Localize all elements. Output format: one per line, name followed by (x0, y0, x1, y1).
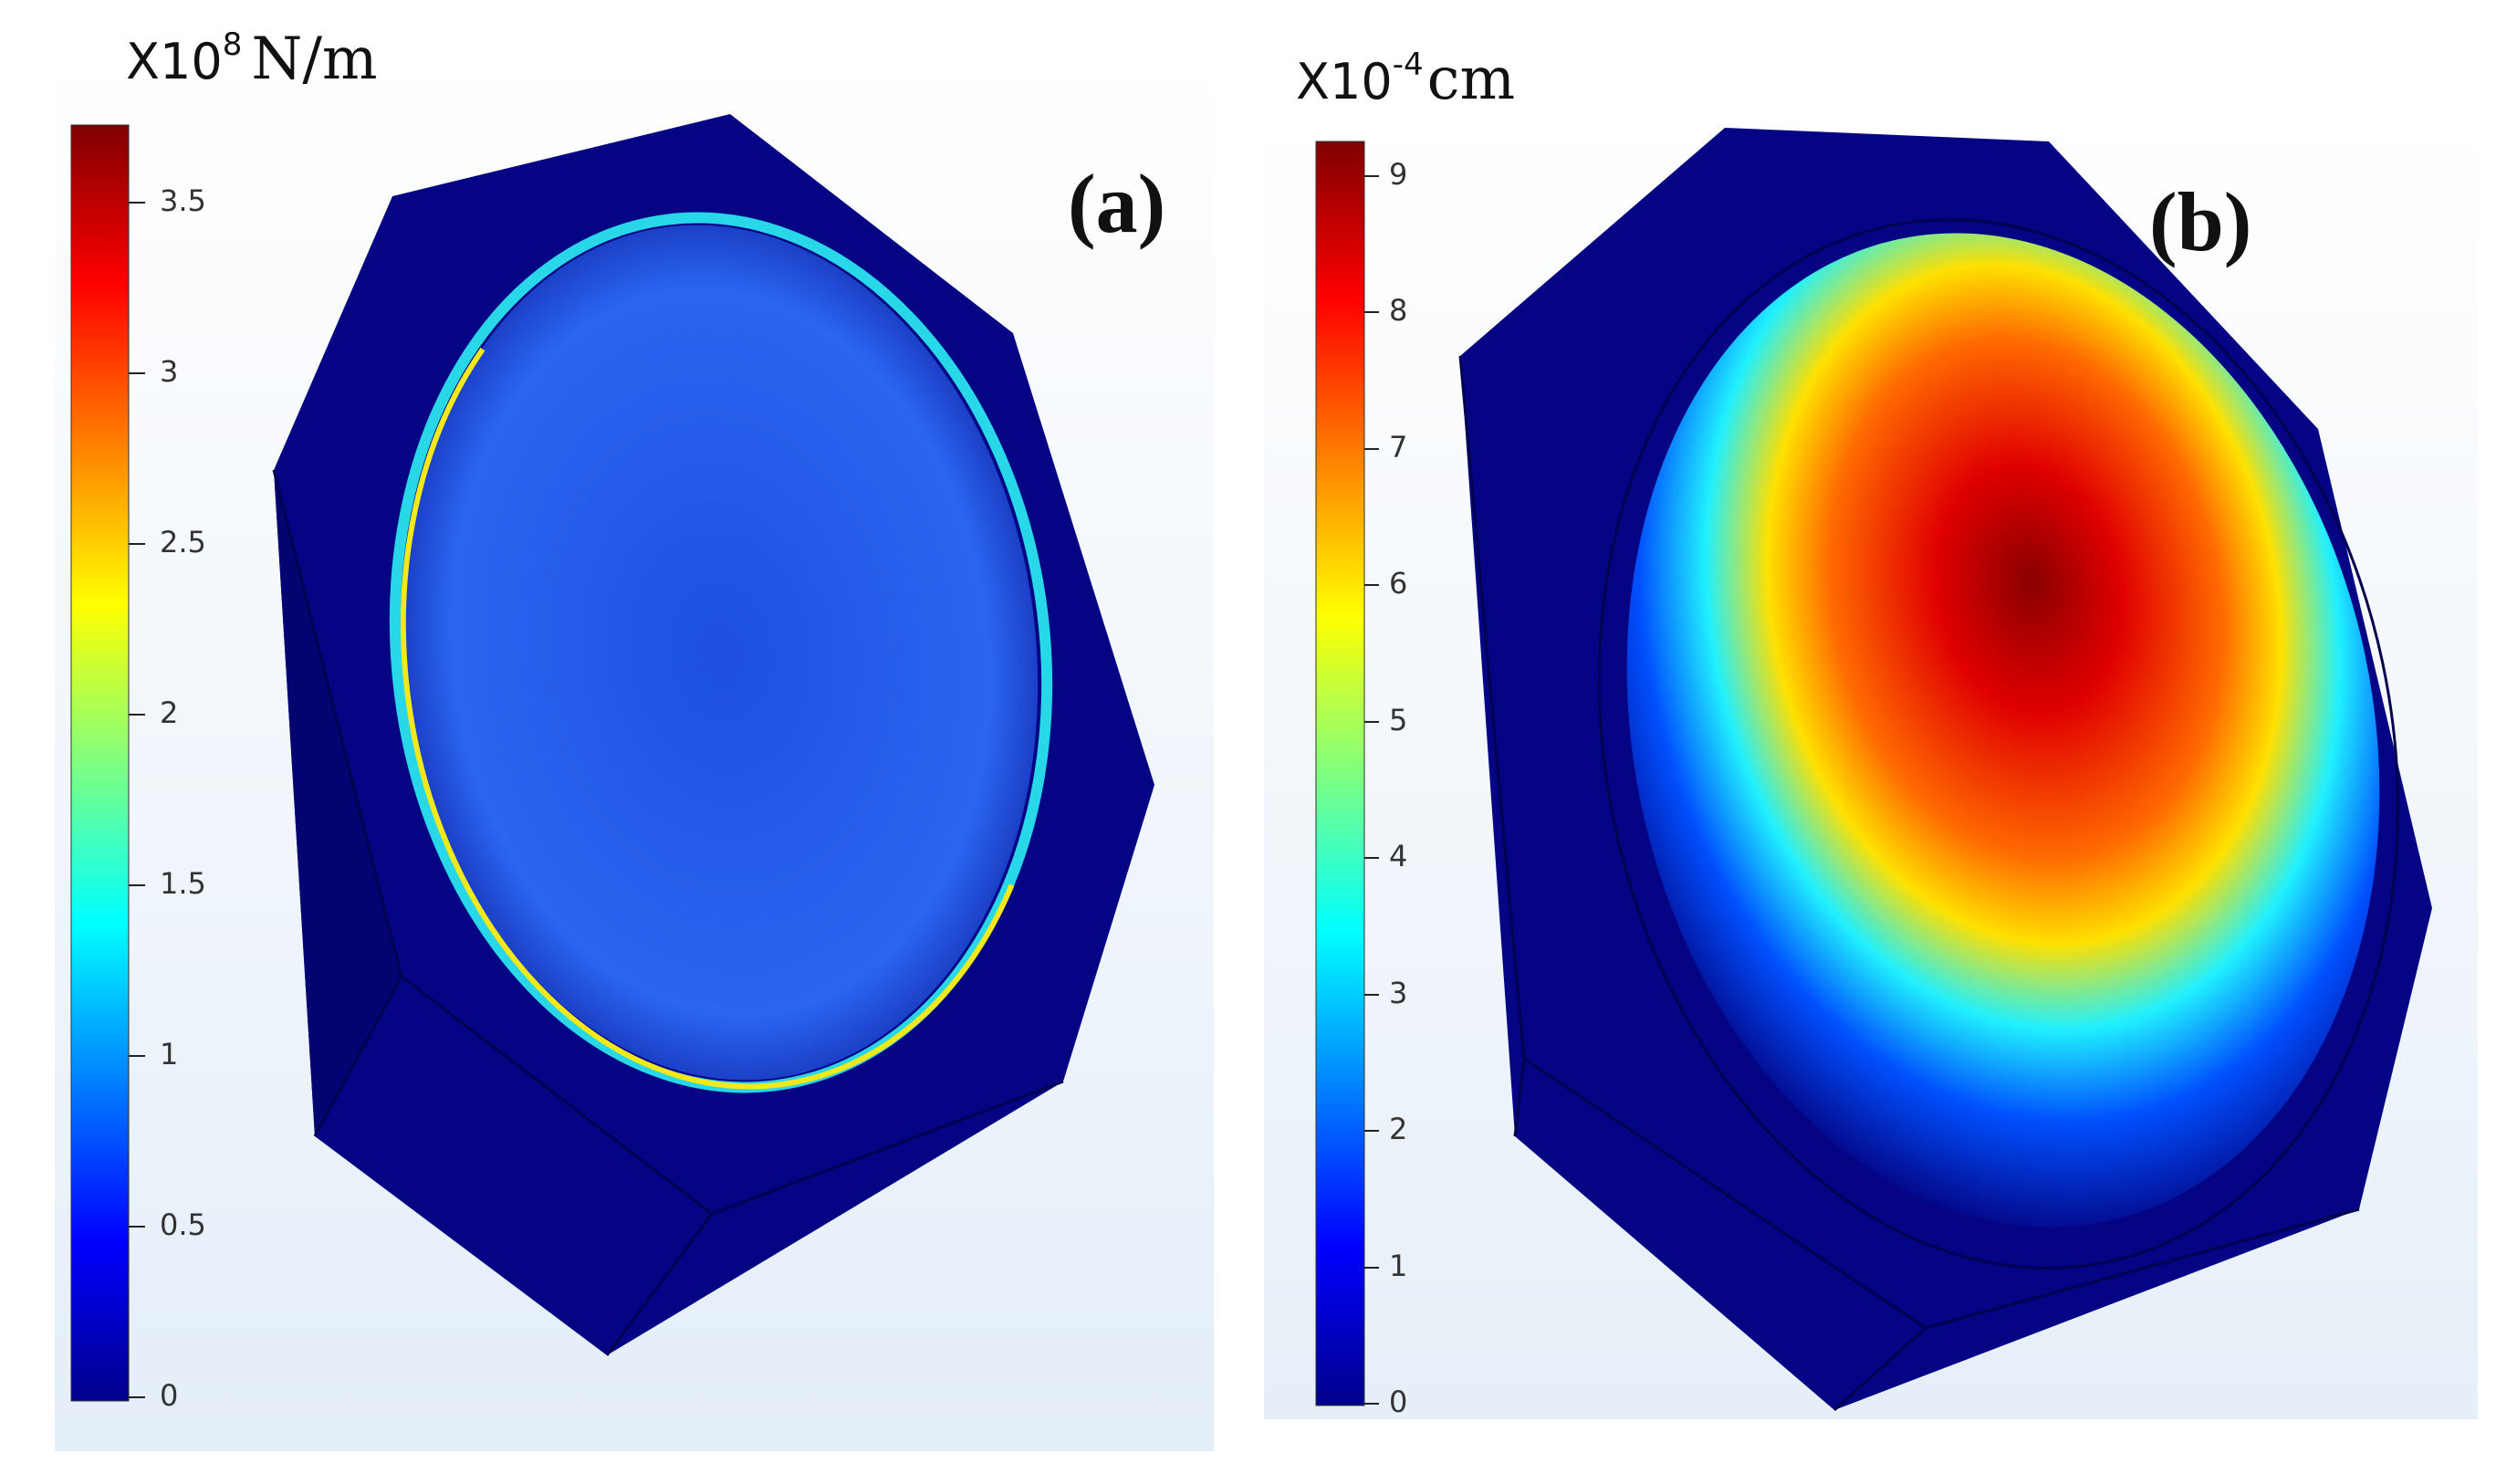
body-edge-line-b3 (1833, 1326, 1927, 1412)
panel-a-label: (a) (1068, 157, 1166, 250)
colorbar-b-unit: X10-4cm (1296, 46, 1516, 113)
tickmark (1364, 1267, 1379, 1269)
colorbar-tick: 2.5 (160, 525, 206, 559)
tickmark (1364, 1403, 1379, 1405)
tickmark (1364, 584, 1379, 586)
body-edge-line-a3 (605, 1213, 714, 1356)
colorbar-tick: 1 (1389, 1249, 1408, 1283)
membrane-rim-yellow-a (400, 221, 1053, 1090)
tickmark (129, 1226, 145, 1228)
panel-b-label: (b) (2149, 175, 2252, 268)
tickmark (129, 1055, 145, 1057)
tickmark (1364, 994, 1379, 996)
panel-a: X108 N/m (a) 0 0.5 1 1.5 2 2.5 3 3.5 (0, 0, 1241, 1484)
tickmark (129, 202, 145, 204)
colorbar-tick: 0.5 (160, 1207, 206, 1242)
colorbar-tick: 2 (1389, 1112, 1408, 1146)
membrane-outline-b (1597, 218, 2400, 1270)
panel-b-figure (1315, 128, 2432, 1412)
colorbar-a-unit: X108 N/m (126, 26, 378, 93)
body-edge-lines-a (272, 469, 1064, 1216)
membrane-plate-a (403, 225, 1039, 1081)
tickmark (1364, 1130, 1379, 1132)
colorbar-tick: 4 (1389, 839, 1408, 873)
body-edge-lines-b (1458, 355, 2360, 1330)
body-side-face-a (274, 470, 402, 1136)
tickmark (1364, 311, 1379, 313)
colorbar-tick: 3.5 (160, 183, 206, 218)
colorbar-a (70, 124, 130, 1402)
panel-b: X10-4cm (b) 0 1 2 3 4 5 6 7 8 9 (1241, 0, 2496, 1484)
tickmark (129, 884, 145, 886)
panel-a-figure (70, 114, 1154, 1402)
colorbar-tick: 9 (1389, 157, 1408, 192)
colorbar-tick: 0 (1389, 1385, 1408, 1419)
colorbar-tick: 1.5 (160, 866, 206, 901)
colorbar-tick: 2 (160, 695, 179, 730)
tickmark (129, 714, 145, 716)
tickmark (129, 1396, 145, 1398)
tickmark (129, 372, 145, 374)
tickmark (1364, 448, 1379, 450)
colorbar-b (1315, 141, 1365, 1406)
colorbar-tick: 0 (160, 1378, 179, 1413)
colorbar-tick: 7 (1389, 430, 1408, 465)
colorbar-tick: 1 (160, 1037, 179, 1071)
colorbar-tick: 3 (160, 354, 179, 389)
tickmark (1364, 175, 1379, 177)
tickmark (129, 543, 145, 545)
colorbar-tick: 5 (1389, 703, 1408, 737)
deflection-field-b (1626, 233, 2380, 1228)
body-edge-line-a2 (313, 976, 403, 1137)
colorbar-tick: 8 (1389, 293, 1408, 328)
colorbar-tick: 3 (1389, 976, 1408, 1010)
tickmark (1364, 721, 1379, 723)
tickmark (1364, 857, 1379, 859)
colorbar-tick: 6 (1389, 566, 1408, 601)
body-edge-line-b2 (1513, 1058, 1526, 1137)
